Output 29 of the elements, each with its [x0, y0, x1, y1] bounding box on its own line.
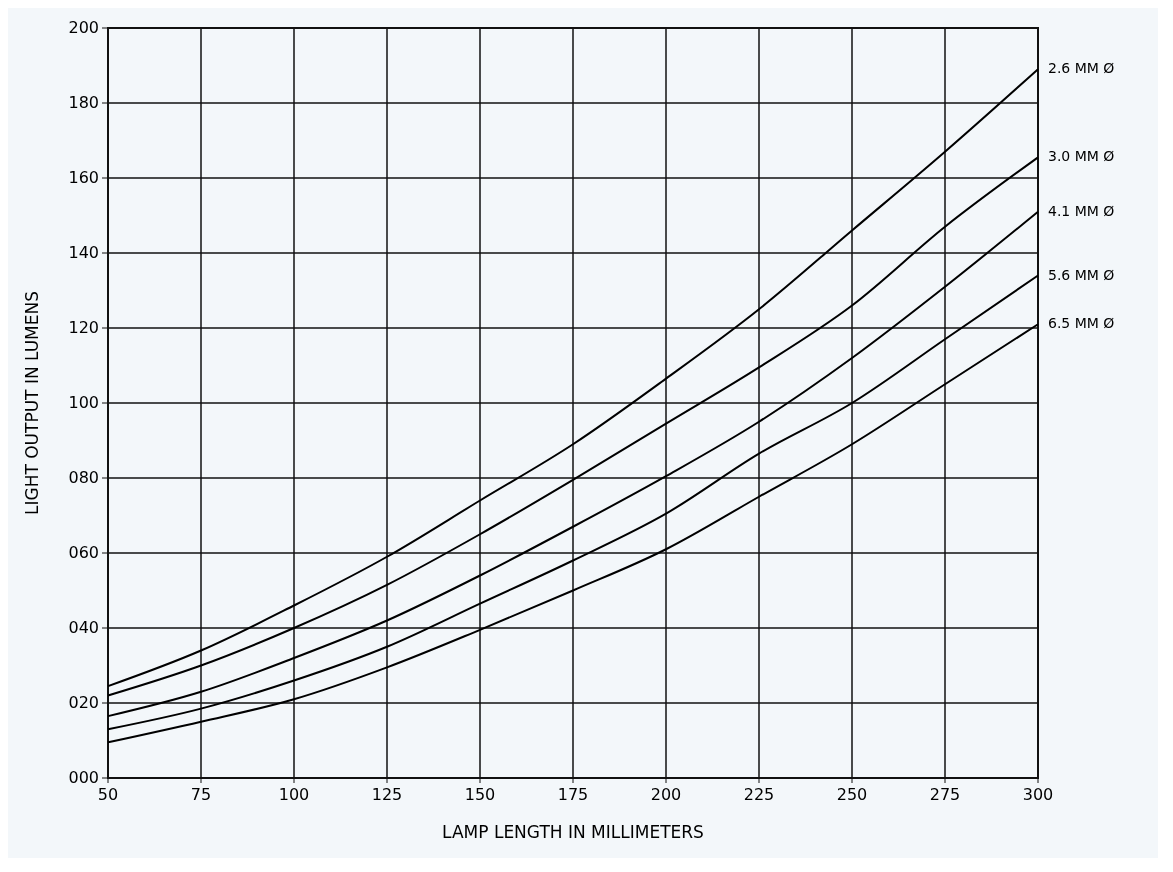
- y-tick-label: 160: [68, 167, 99, 187]
- series-label: 3.0 MM Ø: [1048, 148, 1115, 165]
- x-tick-label: 100: [278, 785, 310, 804]
- y-tick-label: 080: [68, 467, 99, 487]
- series-label: 4.1 MM Ø: [1048, 202, 1115, 219]
- x-tick-label: 150: [464, 785, 496, 804]
- series-label: 5.6 MM Ø: [1048, 266, 1115, 283]
- y-tick-label: 140: [68, 242, 99, 262]
- y-tick-label: 200: [68, 17, 99, 37]
- x-tick-label: 275: [929, 785, 961, 804]
- x-tick-label: 300: [1022, 785, 1054, 804]
- x-axis-title: LAMP LENGTH IN MILLIMETERS: [442, 822, 704, 842]
- x-tick-label: 225: [743, 785, 775, 804]
- x-tick-label: 175: [557, 785, 589, 804]
- x-tick-label: 75: [190, 785, 212, 804]
- x-tick-label: 250: [836, 785, 868, 804]
- x-tick-label: 200: [650, 785, 682, 804]
- series-label: 2.6 MM Ø: [1048, 60, 1115, 77]
- y-tick-label: 120: [68, 317, 99, 337]
- y-tick-label: 000: [68, 767, 99, 787]
- x-tick-label: 125: [371, 785, 403, 804]
- y-tick-label: 100: [68, 392, 99, 412]
- y-tick-label: 180: [68, 92, 99, 112]
- y-tick-label: 020: [68, 692, 99, 712]
- x-tick-label: 50: [97, 785, 119, 804]
- y-axis-title: LIGHT OUTPUT IN LUMENS: [22, 290, 42, 516]
- y-tick-label: 040: [68, 617, 99, 637]
- y-tick-label: 060: [68, 542, 99, 562]
- series-label: 6.5 MM Ø: [1048, 315, 1115, 332]
